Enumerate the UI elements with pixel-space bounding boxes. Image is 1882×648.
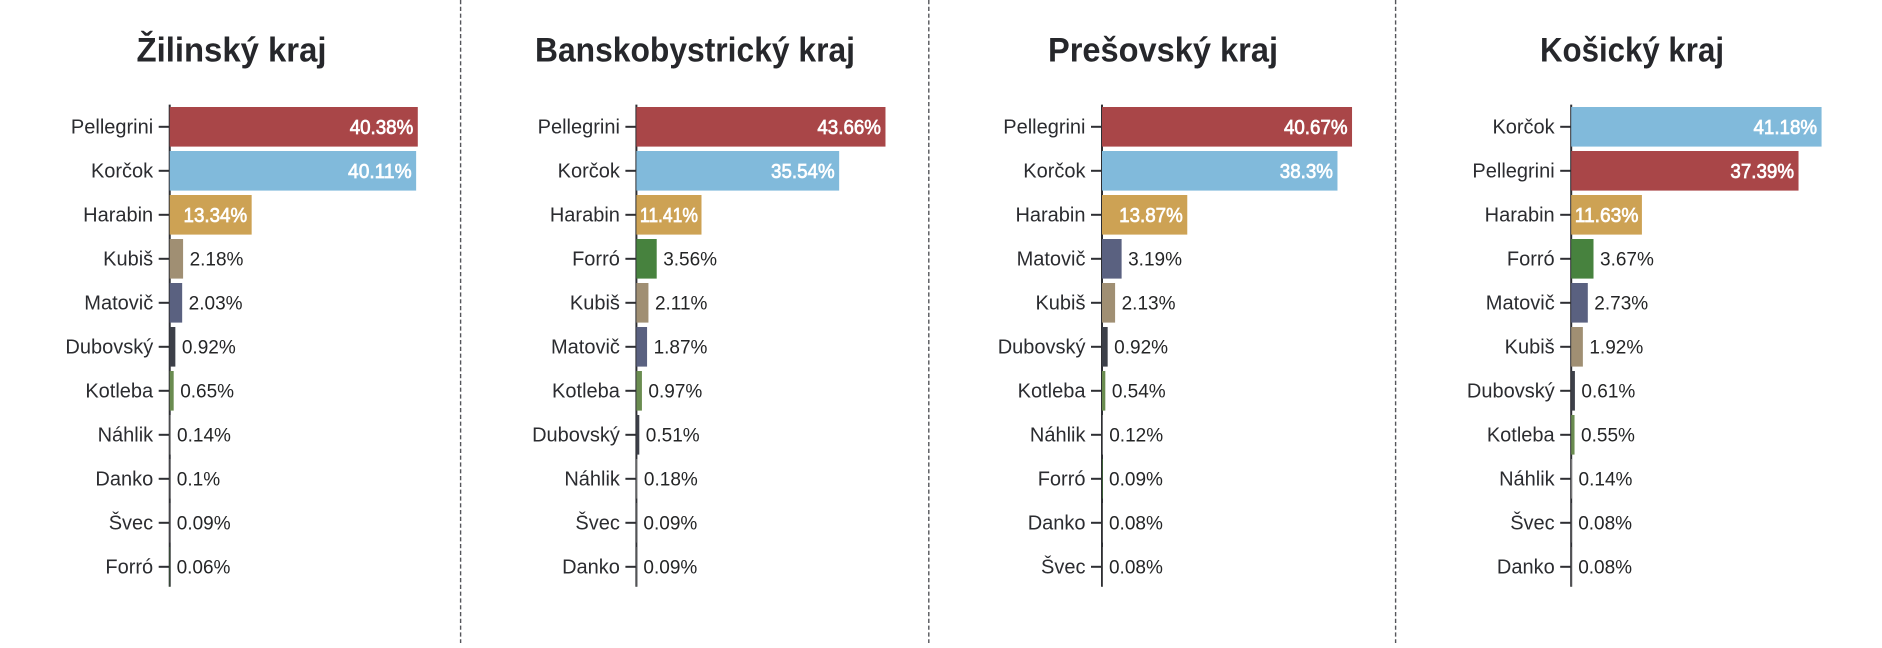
svg-text:Pellegrini: Pellegrini	[538, 116, 620, 138]
svg-text:1.92%: 1.92%	[1589, 337, 1643, 358]
svg-text:Harabin: Harabin	[1015, 204, 1085, 226]
svg-text:Švec: Švec	[109, 511, 153, 534]
svg-text:3.56%: 3.56%	[663, 249, 717, 270]
svg-text:0.54%: 0.54%	[1112, 381, 1166, 402]
svg-text:Forró: Forró	[1507, 248, 1555, 270]
svg-text:Korčok: Korčok	[1023, 160, 1086, 182]
svg-text:Dubovský: Dubovský	[1467, 380, 1555, 402]
svg-text:Dubovský: Dubovský	[65, 336, 153, 358]
svg-text:Kubiš: Kubiš	[1505, 336, 1555, 358]
svg-text:0.92%: 0.92%	[1114, 337, 1168, 358]
svg-text:0.06%: 0.06%	[177, 557, 231, 578]
svg-text:0.92%: 0.92%	[182, 337, 236, 358]
svg-text:41.18%: 41.18%	[1753, 116, 1817, 139]
svg-text:Dubovský: Dubovský	[998, 336, 1086, 358]
svg-text:Náhlik: Náhlik	[1499, 468, 1556, 490]
svg-text:Banskobystrický kraj: Banskobystrický kraj	[535, 32, 855, 70]
svg-text:Dubovský: Dubovský	[532, 424, 620, 446]
svg-text:Matovič: Matovič	[1017, 248, 1086, 270]
svg-text:Kotleba: Kotleba	[1018, 380, 1087, 402]
svg-text:13.87%: 13.87%	[1119, 204, 1183, 227]
svg-text:Korčok: Korčok	[91, 160, 154, 182]
svg-text:0.08%: 0.08%	[1109, 557, 1163, 578]
svg-text:0.12%: 0.12%	[1109, 425, 1163, 446]
svg-text:Žilinský kraj: Žilinský kraj	[137, 32, 327, 70]
svg-text:43.66%: 43.66%	[817, 116, 881, 139]
svg-text:Korčok: Korčok	[558, 160, 621, 182]
svg-text:Švec: Švec	[575, 511, 619, 534]
svg-text:3.67%: 3.67%	[1600, 249, 1654, 270]
svg-text:40.11%: 40.11%	[348, 160, 412, 183]
svg-text:1.87%: 1.87%	[654, 337, 708, 358]
svg-text:Kotleba: Kotleba	[552, 380, 621, 402]
svg-text:Náhlik: Náhlik	[98, 424, 155, 446]
svg-text:Matovič: Matovič	[84, 292, 153, 314]
svg-text:Danko: Danko	[95, 468, 153, 490]
svg-text:0.09%: 0.09%	[643, 513, 697, 534]
svg-text:Kubiš: Kubiš	[103, 248, 153, 270]
svg-text:Forró: Forró	[572, 248, 620, 270]
svg-text:Švec: Švec	[1041, 555, 1085, 578]
svg-text:0.08%: 0.08%	[1109, 513, 1163, 534]
svg-text:Forró: Forró	[105, 556, 153, 578]
svg-text:0.09%: 0.09%	[1109, 469, 1163, 490]
svg-text:2.03%: 2.03%	[189, 293, 243, 314]
svg-text:Švec: Švec	[1510, 511, 1554, 534]
svg-text:0.18%: 0.18%	[644, 469, 698, 490]
svg-text:Pellegrini: Pellegrini	[71, 116, 153, 138]
svg-text:Náhlik: Náhlik	[1030, 424, 1087, 446]
svg-text:Kubiš: Kubiš	[1035, 292, 1085, 314]
svg-text:0.09%: 0.09%	[643, 557, 697, 578]
svg-text:13.34%: 13.34%	[184, 204, 248, 227]
svg-text:0.55%: 0.55%	[1581, 425, 1635, 446]
svg-text:38.3%: 38.3%	[1280, 160, 1333, 183]
svg-text:Pellegrini: Pellegrini	[1003, 116, 1085, 138]
svg-text:0.61%: 0.61%	[1581, 381, 1635, 402]
svg-text:Harabin: Harabin	[83, 204, 153, 226]
svg-text:Košický kraj: Košický kraj	[1540, 32, 1724, 70]
svg-text:11.63%: 11.63%	[1575, 204, 1639, 227]
svg-text:Matovič: Matovič	[1486, 292, 1555, 314]
svg-text:Matovič: Matovič	[551, 336, 620, 358]
svg-text:Pellegrini: Pellegrini	[1472, 160, 1554, 182]
svg-text:Korčok: Korčok	[1492, 116, 1555, 138]
svg-text:0.09%: 0.09%	[177, 513, 231, 534]
svg-text:Danko: Danko	[1028, 512, 1086, 534]
svg-text:Prešovský kraj: Prešovský kraj	[1048, 32, 1278, 70]
svg-text:37.39%: 37.39%	[1730, 160, 1794, 183]
svg-text:0.08%: 0.08%	[1578, 557, 1632, 578]
svg-text:2.18%: 2.18%	[190, 249, 244, 270]
svg-text:Harabin: Harabin	[1485, 204, 1555, 226]
svg-text:0.97%: 0.97%	[648, 381, 702, 402]
svg-text:0.14%: 0.14%	[1579, 469, 1633, 490]
svg-text:0.51%: 0.51%	[646, 425, 700, 446]
svg-text:0.65%: 0.65%	[180, 381, 234, 402]
svg-text:2.73%: 2.73%	[1594, 293, 1648, 314]
svg-text:40.67%: 40.67%	[1284, 116, 1348, 139]
svg-text:40.38%: 40.38%	[350, 116, 414, 139]
svg-text:Harabin: Harabin	[550, 204, 620, 226]
svg-text:Náhlik: Náhlik	[564, 468, 621, 490]
svg-text:Kubiš: Kubiš	[570, 292, 620, 314]
svg-text:2.13%: 2.13%	[1122, 293, 1176, 314]
svg-text:11.41%: 11.41%	[640, 204, 698, 227]
svg-text:0.1%: 0.1%	[177, 469, 220, 490]
svg-text:Kotleba: Kotleba	[1487, 424, 1556, 446]
svg-text:Forró: Forró	[1038, 468, 1086, 490]
svg-text:35.54%: 35.54%	[771, 160, 835, 183]
svg-text:Kotleba: Kotleba	[85, 380, 154, 402]
svg-text:Danko: Danko	[562, 556, 620, 578]
svg-text:3.19%: 3.19%	[1128, 249, 1182, 270]
svg-text:Danko: Danko	[1497, 556, 1555, 578]
svg-text:2.11%: 2.11%	[655, 293, 708, 314]
svg-text:0.14%: 0.14%	[177, 425, 231, 446]
svg-text:0.08%: 0.08%	[1578, 513, 1632, 534]
